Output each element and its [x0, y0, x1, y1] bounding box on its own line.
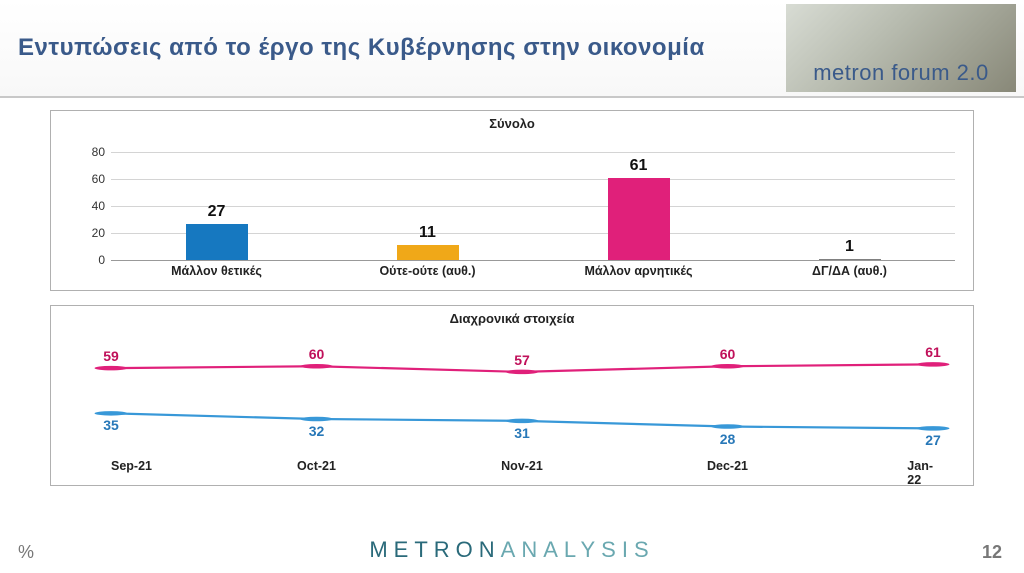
- line-value-label: 32: [309, 423, 325, 439]
- bar-x-label: Μάλλον θετικές: [111, 264, 322, 284]
- bar: [186, 224, 248, 260]
- bar-value-label: 1: [845, 238, 854, 256]
- page-number: 12: [982, 542, 1002, 563]
- line-x-labels: Sep-21Oct-21Nov-21Dec-21Jan-22: [111, 459, 933, 477]
- bar-y-axis: 020406080: [69, 139, 107, 260]
- bar-value-label: 11: [419, 224, 436, 242]
- line-marker: [506, 419, 539, 424]
- page-title: Εντυπώσεις από το έργο της Κυβέρνησης στ…: [18, 34, 705, 62]
- line-value-label: 57: [514, 352, 530, 368]
- brand-part2: ANALYSIS: [501, 537, 655, 562]
- logo-text: metron forum 2.0: [813, 60, 989, 86]
- brand-part1: METRON: [369, 537, 500, 562]
- header: Εντυπώσεις από το έργο της Κυβέρνησης στ…: [0, 0, 1024, 98]
- content: Σύνολο 0 20 40 60 80 27 11 61 1 Μάλλον θετικέςΟ…: [0, 98, 1024, 486]
- line-marker: [917, 362, 950, 367]
- footer: % METRONANALYSIS 12: [0, 527, 1024, 567]
- header-logo: metron forum 2.0: [786, 4, 1016, 92]
- line-marker: [300, 364, 333, 369]
- bar-value-label: 27: [208, 203, 226, 221]
- line-marker: [95, 366, 128, 371]
- bar-slot: 1: [744, 139, 955, 260]
- line-chart-panel: Διαχρονικά στοιχεία 59 60 57 60 61 35 32 31 28 27…: [50, 305, 974, 486]
- line-marker: [711, 364, 744, 369]
- line-marker: [506, 370, 539, 375]
- bar: [819, 259, 881, 260]
- line-value-label: 60: [309, 346, 325, 362]
- y-tick-label: 80: [92, 145, 105, 159]
- line-value-label: 28: [720, 431, 736, 447]
- bar-slot: 11: [322, 139, 533, 260]
- line-marker: [300, 417, 333, 422]
- bar-slot: 61: [533, 139, 744, 260]
- bar-chart-title: Σύνολο: [51, 111, 973, 135]
- line-plot-area: 59605760613532312827: [111, 338, 933, 451]
- footer-brand: METRONANALYSIS: [369, 537, 654, 563]
- line-value-label: 31: [514, 425, 530, 441]
- line-value-label: 27: [925, 432, 941, 448]
- line-value-label: 59: [103, 348, 119, 364]
- line-value-label: 60: [720, 346, 736, 362]
- percent-label: %: [18, 542, 34, 563]
- bar-x-label: Μάλλον αρνητικές: [533, 264, 744, 284]
- line-chart: 59 60 57 60 61 35 32 31 28 27 Sep-21 Oct-21 Nov-21 D…: [51, 330, 973, 485]
- line-value-label: 35: [103, 417, 119, 433]
- y-tick-label: 20: [92, 226, 105, 240]
- bar: [397, 245, 459, 260]
- line-marker: [917, 426, 950, 431]
- bar-plot-area: 27 11 61 1: [111, 139, 955, 260]
- line-x-label: Nov-21: [501, 459, 543, 473]
- bar-x-labels: Μάλλον θετικέςΟύτε-ούτε (αυθ.)Μάλλον αρν…: [111, 264, 955, 284]
- line-x-label: Jan-22: [907, 459, 933, 487]
- bar-chart-panel: Σύνολο 0 20 40 60 80 27 11 61 1 Μάλλον θετικέςΟ…: [50, 110, 974, 291]
- bar-x-label: ΔΓ/ΔΑ (αυθ.): [744, 264, 955, 284]
- gridline: [111, 260, 955, 261]
- y-tick-label: 40: [92, 199, 105, 213]
- line-value-label: 61: [925, 344, 941, 360]
- line-marker: [95, 411, 128, 416]
- line-x-label: Oct-21: [297, 459, 336, 473]
- bar-chart: 0 20 40 60 80 27 11 61 1 Μάλλον θετικέςΟύτε-ούτ…: [51, 135, 973, 290]
- bar-value-label: 61: [630, 157, 648, 175]
- y-tick-label: 60: [92, 172, 105, 186]
- line-x-label: Sep-21: [111, 459, 152, 473]
- line-x-label: Dec-21: [707, 459, 748, 473]
- bar-x-label: Ούτε-ούτε (αυθ.): [322, 264, 533, 284]
- bar: [608, 178, 670, 260]
- line-marker: [711, 424, 744, 429]
- line-chart-title: Διαχρονικά στοιχεία: [51, 306, 973, 330]
- y-tick-label: 0: [98, 253, 105, 267]
- bar-slot: 27: [111, 139, 322, 260]
